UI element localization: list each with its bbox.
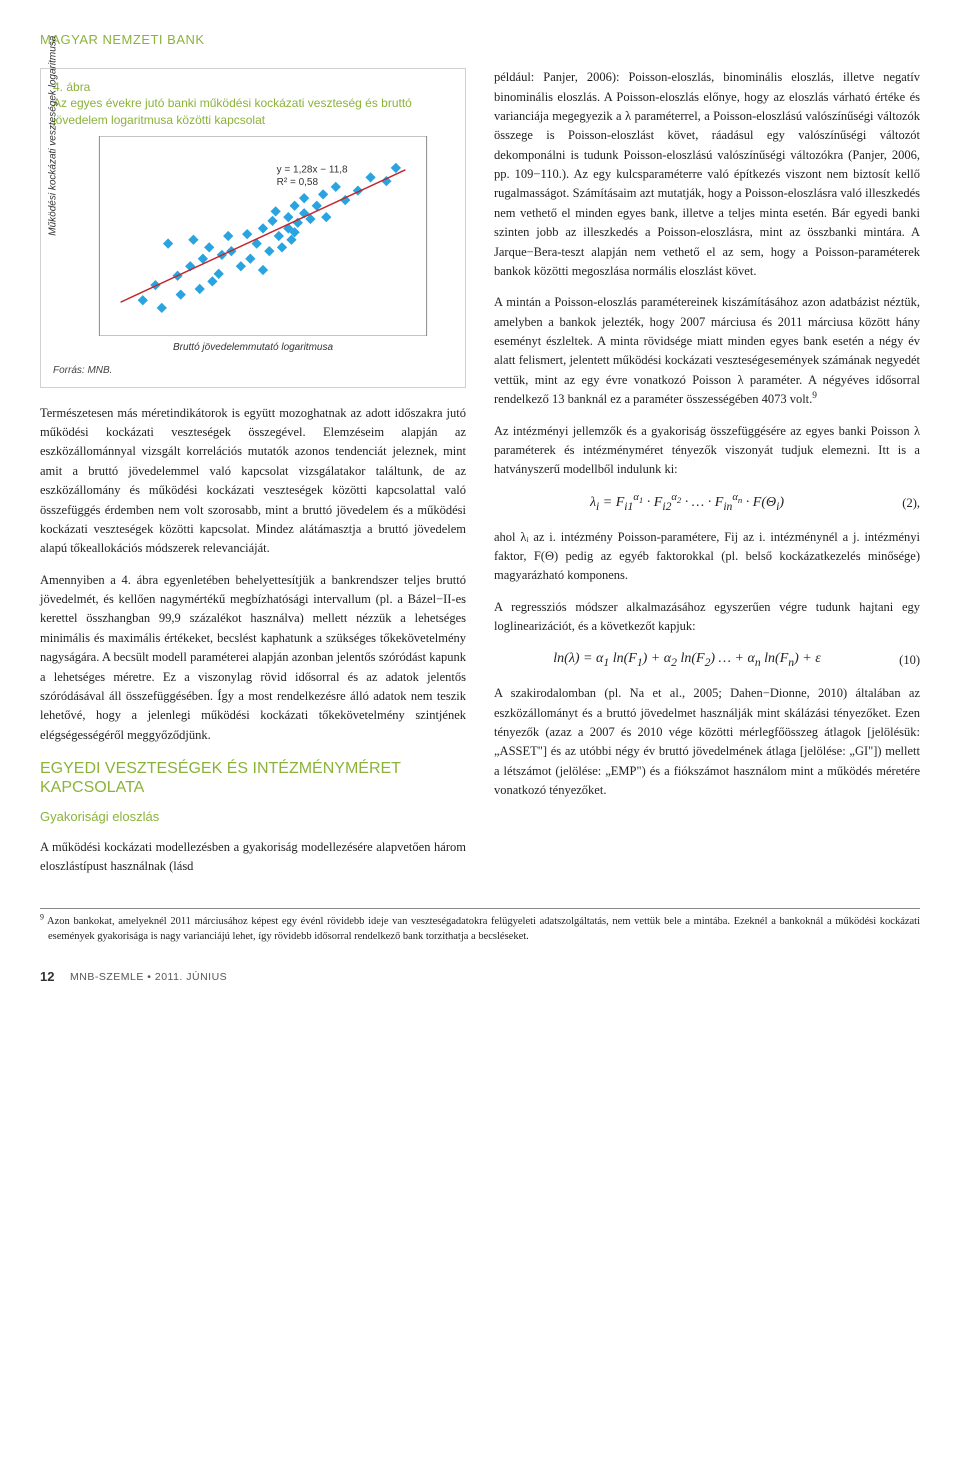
equation-2-number: (2),: [880, 494, 920, 513]
figure-caption-text: Az egyes évekre jutó banki működési kock…: [53, 96, 412, 126]
right-p2-text: A mintán a Poisson-eloszlás paraméterein…: [494, 295, 920, 406]
right-paragraph-4: ahol λᵢ az i. intézmény Poisson-paraméte…: [494, 528, 920, 586]
figure-caption: 4. ábra Az egyes évekre jutó banki működ…: [53, 79, 453, 128]
footnote-number: 9: [40, 913, 44, 922]
figure-4: 4. ábra Az egyes évekre jutó banki működ…: [40, 68, 466, 388]
equation-2: λi = Fi1α1 · Fi2α2 · … · Finαn · F(Θi): [494, 492, 880, 516]
left-column: 4. ábra Az egyes évekre jutó banki működ…: [40, 68, 466, 888]
figure-source: Forrás: MNB.: [53, 363, 453, 379]
two-column-layout: 4. ábra Az egyes évekre jutó banki működ…: [40, 68, 920, 888]
left-paragraph-2: Amennyiben a 4. ábra egyenletében behely…: [40, 571, 466, 745]
chart-regression-equation: y = 1,28x − 11,8: [277, 164, 348, 175]
header-title: MAGYAR NEMZETI BANK: [40, 30, 920, 50]
right-paragraph-1: például: Panjer, 2006): Poisson-eloszlás…: [494, 68, 920, 281]
chart-r-squared: R² = 0,58: [277, 177, 319, 188]
equation-10-row: ln(λ) = α1 ln(F1) + α2 ln(F2) … + αn ln(…: [494, 648, 920, 672]
right-paragraph-6: A szakirodalomban (pl. Na et al., 2005; …: [494, 684, 920, 800]
footnote-ref-9: 9: [812, 391, 817, 401]
subsection-heading-frequency: Gyakorisági eloszlás: [40, 807, 466, 827]
footnote-text: Azon bankokat, amelyeknél 2011 márciusáh…: [47, 916, 920, 942]
right-paragraph-2: A mintán a Poisson-eloszlás paraméterein…: [494, 293, 920, 409]
page-number: 12: [40, 967, 70, 987]
left-paragraph-3: A működési kockázati modellezésben a gya…: [40, 838, 466, 877]
page-footer: 12 MNB-SZEMLE • 2011. JÚNIUS: [40, 967, 920, 987]
chart-x-axis-label: Bruttó jövedelemmutató logaritmusa: [53, 340, 453, 356]
equation-2-row: λi = Fi1α1 · Fi2α2 · … · Finαn · F(Θi) (…: [494, 492, 920, 516]
right-paragraph-5: A regressziós módszer alkalmazásához egy…: [494, 598, 920, 637]
left-paragraph-1: Természetesen más méretindikátorok is eg…: [40, 404, 466, 559]
equation-10-number: (10): [880, 651, 920, 670]
footnote-9: 9 Azon bankokat, amelyeknél 2011 március…: [40, 915, 920, 944]
footnote-separator: [40, 908, 920, 909]
scatter-chart: y = 1,28x − 11,8 R² = 0,58: [73, 136, 453, 336]
figure-label: 4. ábra: [53, 80, 90, 94]
footer-publication: MNB-SZEMLE • 2011. JÚNIUS: [70, 969, 227, 985]
section-heading-losses: EGYEDI VESZTESÉGEK ÉS INTÉZMÉNYMÉRET KAP…: [40, 759, 466, 797]
chart-area: Működési kockázati veszteségek logaritmu…: [53, 136, 453, 336]
right-column: például: Panjer, 2006): Poisson-eloszlás…: [494, 68, 920, 888]
equation-10: ln(λ) = α1 ln(F1) + α2 ln(F2) … + αn ln(…: [494, 648, 880, 672]
right-paragraph-3: Az intézményi jellemzők és a gyakoriság …: [494, 422, 920, 480]
